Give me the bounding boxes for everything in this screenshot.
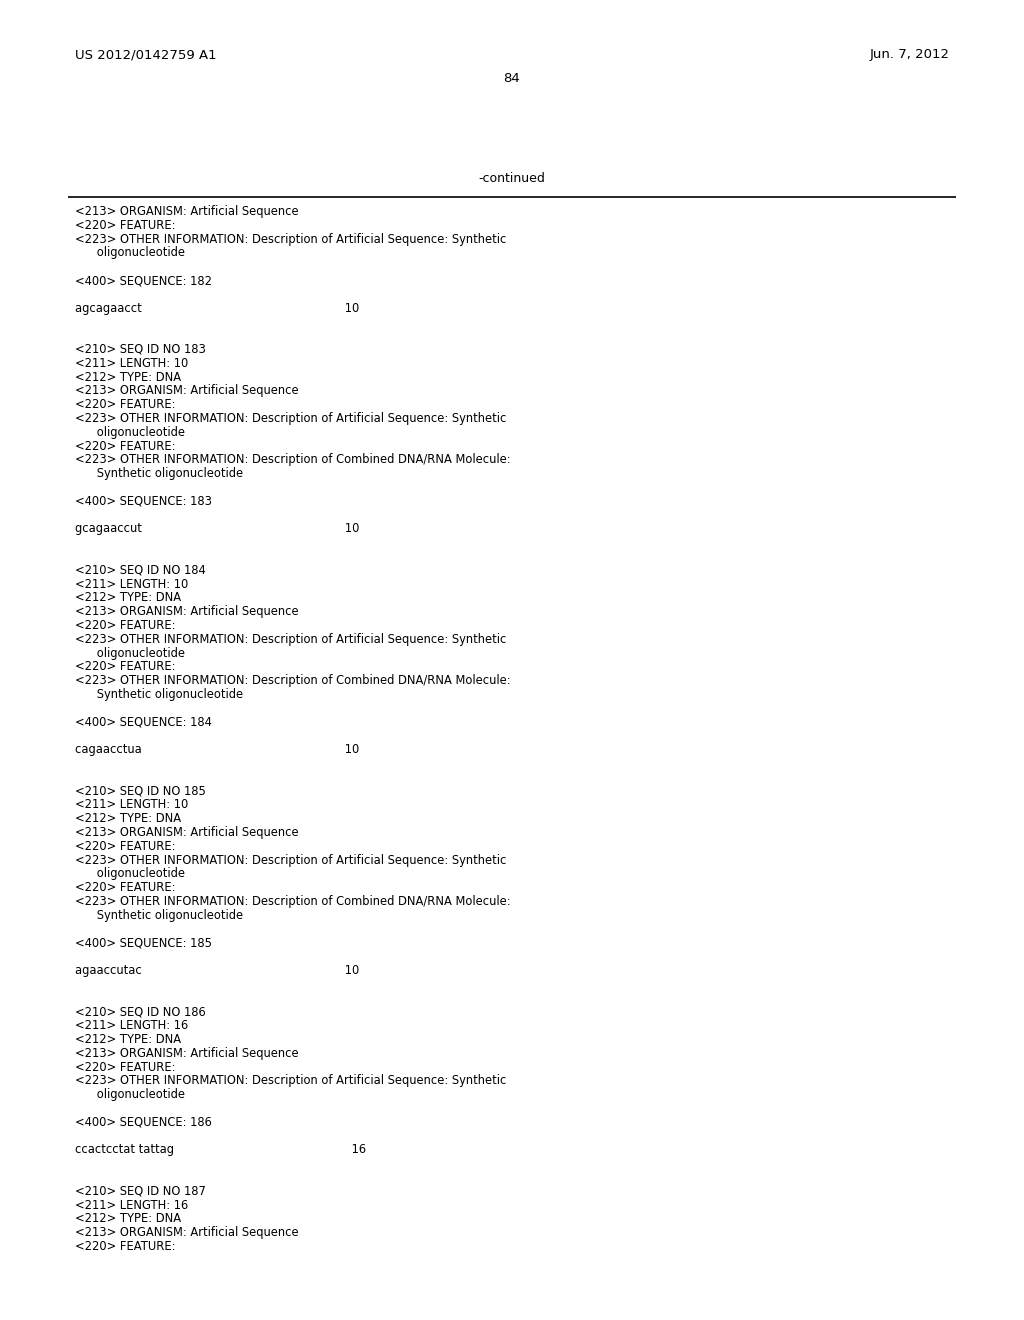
Text: Synthetic oligonucleotide: Synthetic oligonucleotide xyxy=(75,908,243,921)
Text: <212> TYPE: DNA: <212> TYPE: DNA xyxy=(75,371,181,384)
Text: <213> ORGANISM: Artificial Sequence: <213> ORGANISM: Artificial Sequence xyxy=(75,1047,299,1060)
Text: <400> SEQUENCE: 183: <400> SEQUENCE: 183 xyxy=(75,495,212,508)
Text: -continued: -continued xyxy=(478,172,546,185)
Text: <212> TYPE: DNA: <212> TYPE: DNA xyxy=(75,1212,181,1225)
Text: <220> FEATURE:: <220> FEATURE: xyxy=(75,219,175,232)
Text: agcagaacct                                                        10: agcagaacct 10 xyxy=(75,301,359,314)
Text: <220> FEATURE:: <220> FEATURE: xyxy=(75,440,175,453)
Text: <400> SEQUENCE: 184: <400> SEQUENCE: 184 xyxy=(75,715,212,729)
Text: Synthetic oligonucleotide: Synthetic oligonucleotide xyxy=(75,688,243,701)
Text: ccactcctat tattag                                                 16: ccactcctat tattag 16 xyxy=(75,1143,367,1156)
Text: <220> FEATURE:: <220> FEATURE: xyxy=(75,660,175,673)
Text: <211> LENGTH: 16: <211> LENGTH: 16 xyxy=(75,1019,188,1032)
Text: <223> OTHER INFORMATION: Description of Combined DNA/RNA Molecule:: <223> OTHER INFORMATION: Description of … xyxy=(75,675,511,688)
Text: <211> LENGTH: 16: <211> LENGTH: 16 xyxy=(75,1199,188,1212)
Text: <210> SEQ ID NO 184: <210> SEQ ID NO 184 xyxy=(75,564,206,577)
Text: <400> SEQUENCE: 186: <400> SEQUENCE: 186 xyxy=(75,1115,212,1129)
Text: <223> OTHER INFORMATION: Description of Combined DNA/RNA Molecule:: <223> OTHER INFORMATION: Description of … xyxy=(75,895,511,908)
Text: <211> LENGTH: 10: <211> LENGTH: 10 xyxy=(75,356,188,370)
Text: <223> OTHER INFORMATION: Description of Artificial Sequence: Synthetic: <223> OTHER INFORMATION: Description of … xyxy=(75,1074,507,1088)
Text: <400> SEQUENCE: 185: <400> SEQUENCE: 185 xyxy=(75,936,212,949)
Text: <220> FEATURE:: <220> FEATURE: xyxy=(75,840,175,853)
Text: <213> ORGANISM: Artificial Sequence: <213> ORGANISM: Artificial Sequence xyxy=(75,605,299,618)
Text: oligonucleotide: oligonucleotide xyxy=(75,647,185,660)
Text: <213> ORGANISM: Artificial Sequence: <213> ORGANISM: Artificial Sequence xyxy=(75,384,299,397)
Text: Synthetic oligonucleotide: Synthetic oligonucleotide xyxy=(75,467,243,480)
Text: <210> SEQ ID NO 183: <210> SEQ ID NO 183 xyxy=(75,343,206,356)
Text: <210> SEQ ID NO 185: <210> SEQ ID NO 185 xyxy=(75,784,206,797)
Text: <220> FEATURE:: <220> FEATURE: xyxy=(75,882,175,894)
Text: <223> OTHER INFORMATION: Description of Artificial Sequence: Synthetic: <223> OTHER INFORMATION: Description of … xyxy=(75,854,507,867)
Text: oligonucleotide: oligonucleotide xyxy=(75,247,185,260)
Text: <212> TYPE: DNA: <212> TYPE: DNA xyxy=(75,591,181,605)
Text: <211> LENGTH: 10: <211> LENGTH: 10 xyxy=(75,799,188,812)
Text: <400> SEQUENCE: 182: <400> SEQUENCE: 182 xyxy=(75,275,212,286)
Text: <212> TYPE: DNA: <212> TYPE: DNA xyxy=(75,1034,181,1045)
Text: <223> OTHER INFORMATION: Description of Artificial Sequence: Synthetic: <223> OTHER INFORMATION: Description of … xyxy=(75,232,507,246)
Text: <213> ORGANISM: Artificial Sequence: <213> ORGANISM: Artificial Sequence xyxy=(75,1226,299,1239)
Text: <211> LENGTH: 10: <211> LENGTH: 10 xyxy=(75,578,188,590)
Text: <220> FEATURE:: <220> FEATURE: xyxy=(75,1239,175,1253)
Text: <223> OTHER INFORMATION: Description of Artificial Sequence: Synthetic: <223> OTHER INFORMATION: Description of … xyxy=(75,632,507,645)
Text: <220> FEATURE:: <220> FEATURE: xyxy=(75,619,175,632)
Text: US 2012/0142759 A1: US 2012/0142759 A1 xyxy=(75,48,217,61)
Text: <213> ORGANISM: Artificial Sequence: <213> ORGANISM: Artificial Sequence xyxy=(75,205,299,218)
Text: <210> SEQ ID NO 187: <210> SEQ ID NO 187 xyxy=(75,1185,206,1197)
Text: <223> OTHER INFORMATION: Description of Combined DNA/RNA Molecule:: <223> OTHER INFORMATION: Description of … xyxy=(75,453,511,466)
Text: oligonucleotide: oligonucleotide xyxy=(75,1088,185,1101)
Text: cagaacctua                                                        10: cagaacctua 10 xyxy=(75,743,359,756)
Text: oligonucleotide: oligonucleotide xyxy=(75,426,185,438)
Text: oligonucleotide: oligonucleotide xyxy=(75,867,185,880)
Text: <212> TYPE: DNA: <212> TYPE: DNA xyxy=(75,812,181,825)
Text: 84: 84 xyxy=(504,73,520,84)
Text: agaaccutac                                                        10: agaaccutac 10 xyxy=(75,964,359,977)
Text: <213> ORGANISM: Artificial Sequence: <213> ORGANISM: Artificial Sequence xyxy=(75,826,299,840)
Text: <220> FEATURE:: <220> FEATURE: xyxy=(75,399,175,412)
Text: <223> OTHER INFORMATION: Description of Artificial Sequence: Synthetic: <223> OTHER INFORMATION: Description of … xyxy=(75,412,507,425)
Text: <220> FEATURE:: <220> FEATURE: xyxy=(75,1060,175,1073)
Text: Jun. 7, 2012: Jun. 7, 2012 xyxy=(870,48,950,61)
Text: <210> SEQ ID NO 186: <210> SEQ ID NO 186 xyxy=(75,1006,206,1019)
Text: gcagaaccut                                                        10: gcagaaccut 10 xyxy=(75,523,359,536)
